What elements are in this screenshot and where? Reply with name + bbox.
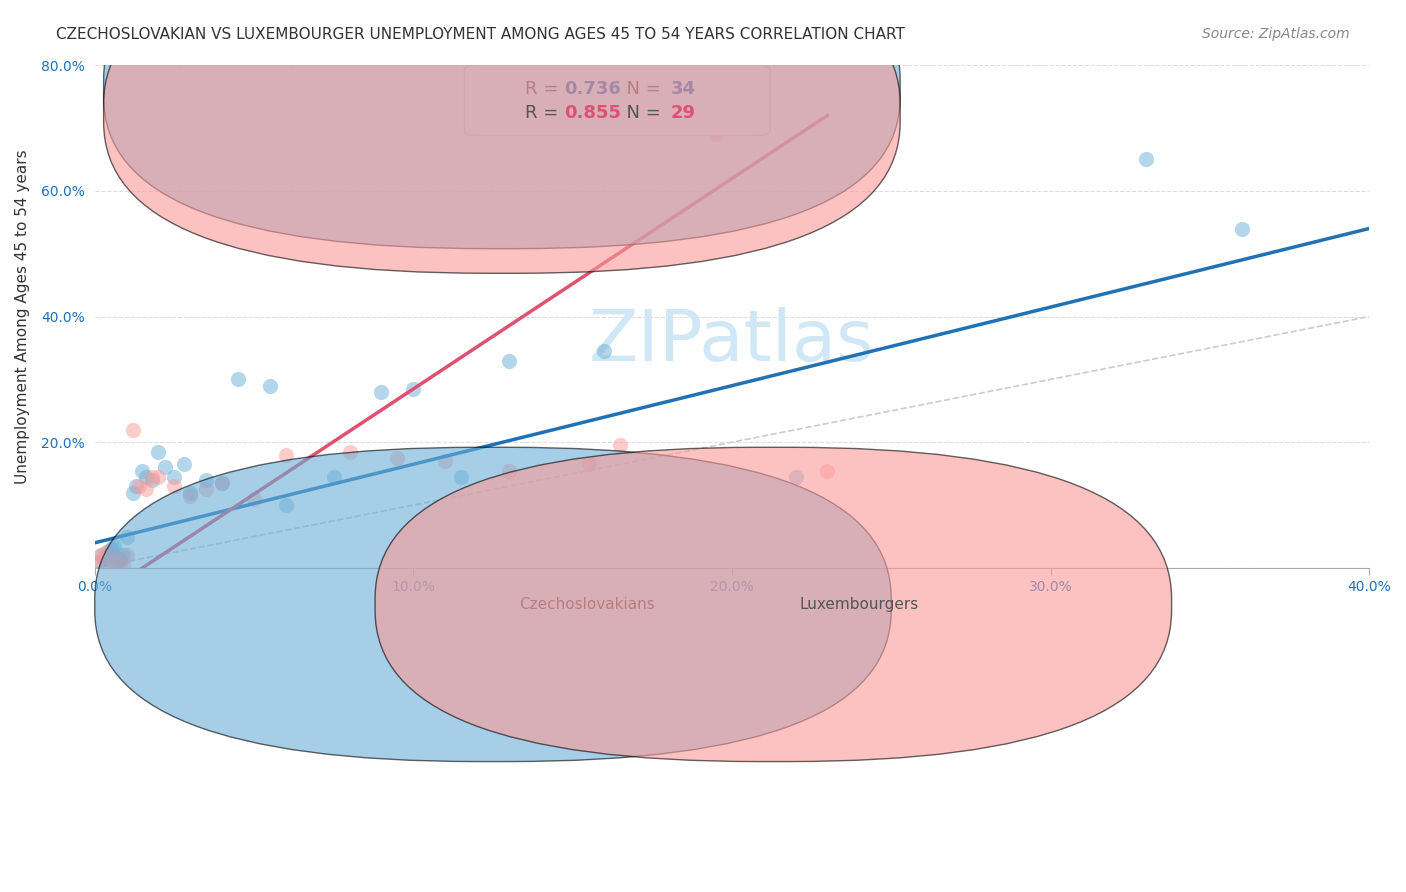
Text: 34: 34 (671, 79, 696, 98)
Point (103, 555, 125, 569)
Point (122, 423, 145, 437)
Point (163, 479, 186, 493)
Point (135, 470, 157, 484)
Point (93, 551, 115, 566)
Point (322, 470, 344, 484)
Point (100, 542, 122, 557)
FancyBboxPatch shape (104, 0, 900, 273)
Text: 0.855: 0.855 (564, 103, 620, 122)
Text: ZIPatlas: ZIPatlas (589, 307, 875, 376)
Point (450, 470, 472, 484)
Point (122, 485, 145, 500)
FancyBboxPatch shape (104, 0, 900, 249)
Text: Luxembourgers: Luxembourgers (800, 597, 918, 612)
Point (259, 378, 281, 392)
Point (112, 549, 135, 563)
Point (243, 491, 266, 506)
Point (90, 549, 112, 563)
Point (93, 551, 115, 566)
Point (115, 529, 138, 543)
Point (179, 489, 201, 503)
Point (125, 479, 148, 493)
Point (817, 464, 839, 478)
Text: 29: 29 (671, 103, 696, 122)
Point (402, 382, 425, 396)
Text: CZECHOSLOVAKIAN VS LUXEMBOURGER UNEMPLOYMENT AMONG AGES 45 TO 54 YEARS CORRELATI: CZECHOSLOVAKIAN VS LUXEMBOURGER UNEMPLOY… (56, 27, 905, 42)
Point (148, 444, 170, 458)
Point (96, 545, 118, 559)
Point (96, 545, 118, 559)
Point (211, 476, 233, 491)
Point (226, 372, 249, 386)
Text: 0.736: 0.736 (564, 79, 620, 98)
Point (100, 558, 122, 572)
Point (112, 558, 135, 572)
Point (195, 483, 218, 497)
Point (274, 498, 297, 512)
Text: Source: ZipAtlas.com: Source: ZipAtlas.com (1202, 27, 1350, 41)
Text: Czechoslovakians: Czechoslovakians (519, 597, 655, 612)
Point (87, 555, 110, 569)
Point (370, 384, 392, 399)
Point (141, 470, 163, 484)
Point (211, 476, 233, 491)
Point (163, 470, 186, 484)
Point (141, 473, 163, 487)
Point (90, 549, 112, 563)
Point (128, 479, 150, 493)
FancyBboxPatch shape (94, 447, 891, 762)
Point (339, 444, 361, 458)
FancyBboxPatch shape (375, 447, 1171, 762)
Point (131, 464, 153, 478)
Point (108, 555, 131, 569)
Point (179, 485, 201, 500)
Point (105, 551, 128, 566)
Point (387, 450, 409, 465)
Point (609, 438, 631, 452)
FancyBboxPatch shape (464, 65, 770, 136)
Text: R =: R = (526, 103, 564, 122)
Text: R =: R = (526, 79, 564, 98)
Point (135, 483, 157, 497)
Point (593, 344, 616, 359)
Point (153, 460, 176, 475)
Point (498, 353, 520, 368)
Y-axis label: Unemployment Among Ages 45 to 54 years: Unemployment Among Ages 45 to 54 years (15, 149, 30, 483)
Text: N =: N = (614, 103, 666, 122)
Point (103, 539, 125, 553)
Point (87, 555, 110, 569)
Text: N =: N = (614, 79, 666, 98)
Point (1135, 153, 1157, 167)
Point (105, 555, 128, 569)
Point (785, 470, 807, 484)
Point (434, 454, 457, 468)
Point (578, 457, 600, 471)
Point (1230, 221, 1253, 235)
Point (108, 551, 131, 566)
Point (115, 549, 138, 563)
Point (704, 127, 727, 141)
Point (148, 470, 170, 484)
Point (274, 448, 297, 462)
Point (195, 473, 218, 487)
Point (498, 464, 520, 478)
Point (173, 457, 195, 471)
